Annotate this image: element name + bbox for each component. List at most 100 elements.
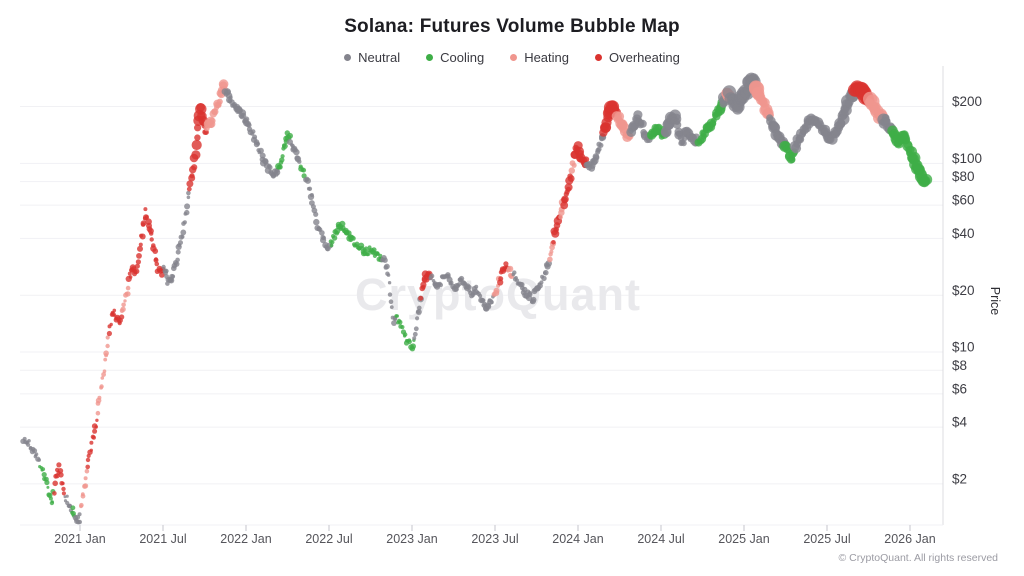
bubble (564, 183, 573, 192)
bubble (387, 292, 393, 297)
bubble (313, 218, 320, 226)
bubble (46, 485, 50, 489)
bubble (149, 231, 154, 236)
bubble (547, 256, 553, 263)
bubbles-layer (20, 72, 933, 525)
bubble (121, 302, 126, 308)
y-tick-label: $8 (952, 358, 967, 373)
bubble (48, 496, 53, 501)
bubble (418, 295, 424, 301)
legend-dot-icon (426, 54, 434, 61)
legend-item-overheating[interactable]: Overheating (595, 50, 680, 65)
y-tick-label: $6 (952, 381, 967, 396)
y-tick-label: $4 (952, 415, 968, 430)
bubble (27, 439, 31, 443)
bubble (420, 281, 427, 288)
bubble (467, 284, 472, 290)
bubble (400, 325, 405, 330)
bubble (543, 269, 549, 276)
bubble (175, 249, 181, 255)
bubble (134, 263, 140, 269)
bubble (549, 249, 554, 254)
x-tick-label: 2022 Jul (305, 532, 352, 546)
bubble (503, 261, 509, 267)
bubble (191, 164, 198, 171)
bubble (387, 281, 392, 285)
chart-title: Solana: Futures Volume Bubble Map (344, 16, 680, 37)
bubble (297, 159, 302, 164)
bubble (539, 280, 544, 285)
bubble (304, 177, 311, 184)
bubble (365, 250, 371, 257)
bubble (319, 230, 325, 236)
bubble (506, 265, 514, 273)
bubble (280, 154, 285, 159)
bubble (307, 186, 313, 191)
bubble (571, 162, 577, 168)
bubble (57, 468, 64, 474)
bubble (186, 180, 194, 188)
bubble (415, 316, 420, 321)
y-tick-label: $100 (952, 151, 982, 166)
bubble (259, 152, 266, 159)
x-tick-label: 2023 Jul (471, 532, 518, 546)
bubble (330, 240, 335, 245)
bubble (154, 261, 160, 267)
bubble (530, 296, 537, 303)
bubble (191, 150, 201, 160)
bubble (79, 502, 84, 508)
legend-dot-icon (344, 54, 352, 61)
bubble (140, 220, 147, 227)
bubble (407, 339, 412, 345)
bubble (551, 240, 556, 245)
bubble (412, 331, 418, 337)
legend-item-neutral[interactable]: Neutral (344, 50, 400, 65)
bubble (65, 494, 69, 498)
bubble (567, 175, 575, 182)
legend-label: Heating (524, 50, 569, 65)
bubble (31, 448, 38, 454)
bubble (100, 376, 105, 380)
bubble (228, 95, 233, 100)
bubble (52, 480, 58, 487)
bubble (92, 428, 98, 434)
bubble (458, 275, 465, 282)
bubble (481, 298, 486, 303)
bubble (412, 336, 417, 341)
bubble (277, 164, 283, 170)
bubble (106, 330, 112, 337)
bubble (61, 491, 66, 496)
bubble (216, 98, 223, 105)
bubble (56, 462, 62, 468)
bubble (135, 259, 141, 265)
bubble (101, 372, 106, 377)
bubble (97, 395, 102, 400)
bubble (103, 350, 109, 357)
bubble (139, 233, 146, 240)
bubble (251, 129, 256, 134)
legend-item-heating[interactable]: Heating (510, 50, 569, 65)
bubble (83, 476, 88, 481)
bubble (515, 278, 519, 283)
y-tick-label: $60 (952, 193, 975, 208)
bubble (105, 335, 110, 340)
bubble (493, 287, 500, 294)
bubble (598, 142, 604, 148)
bubble (89, 440, 94, 445)
x-tick-label: 2022 Jan (220, 532, 271, 546)
bubble (301, 167, 307, 173)
bubble (255, 141, 261, 146)
bubble (393, 317, 398, 322)
bubble (241, 112, 247, 118)
bubble (313, 211, 319, 217)
bubble (258, 147, 264, 154)
legend-item-cooling[interactable]: Cooling (426, 50, 484, 65)
bubble (243, 116, 250, 122)
bubble (191, 139, 202, 151)
bubble (105, 343, 110, 349)
bubble (144, 215, 149, 219)
bubble (403, 332, 408, 337)
y-tick-label: $10 (952, 340, 975, 355)
bubble (133, 268, 140, 275)
